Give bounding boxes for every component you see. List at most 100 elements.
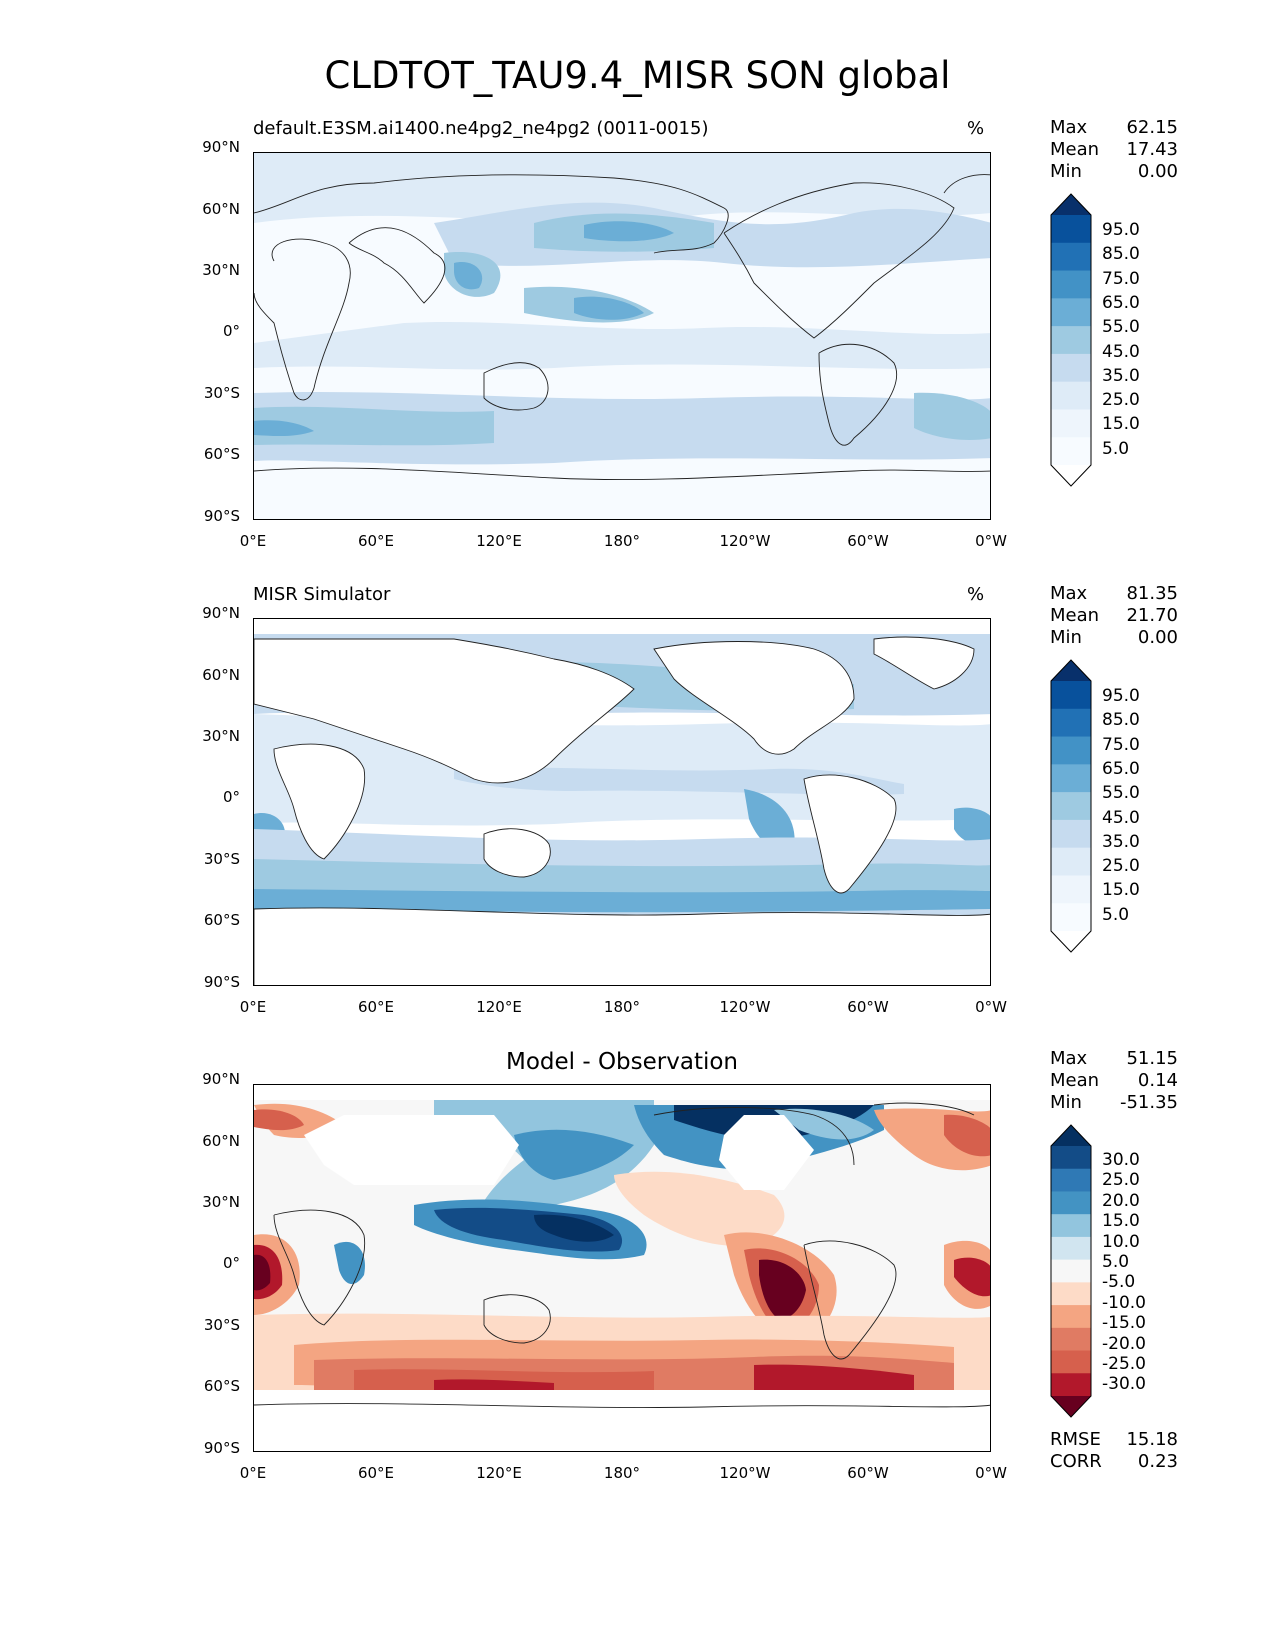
colorbar-outline [1050,659,1092,953]
colorbar-segment [1051,792,1091,821]
colorbar-extend-top [1051,660,1091,681]
colorbar-extend-bottom [1051,465,1091,486]
lon-tick-label: 0°E [239,532,267,550]
colorbar-segment [1051,708,1091,738]
colorbar-tick-label: 5.0 [1102,1252,1130,1272]
panel-left-title: MISR Simulator [253,584,391,605]
colorbar-segment [1051,298,1091,327]
colorbar-tick-label: 45.0 [1102,807,1140,828]
colorbar-tick-label: -30.0 [1102,1374,1146,1395]
lon-tick-label: 180° [603,998,641,1016]
stat-label: Mean [1050,1070,1100,1091]
colorbar-outline [1050,1124,1092,1418]
colorbar-tick-label: 10.0 [1102,1231,1140,1252]
lon-tick-label: 180° [603,1464,641,1482]
colorbar-tick-label: 75.0 [1102,268,1140,289]
colorbar-segment [1051,1214,1091,1238]
lon-tick-label: 60°E [357,532,395,550]
stat-value: 0.23 [1137,1451,1178,1472]
colorbar-segment [1051,1191,1091,1215]
colorbar-tick-label: -25.0 [1102,1354,1146,1374]
stat-value: 81.35 [1126,583,1178,604]
colorbar-tick-label: 35.0 [1102,831,1140,852]
colorbar-segment [1051,215,1091,244]
panel-center-title: Model - Observation [505,1049,739,1075]
colorbar-tick-label: 25.0 [1102,390,1140,411]
stat-label: Min [1050,161,1082,182]
lat-tick-label: 30°N [202,1193,240,1211]
lon-tick-label: 60°W [847,998,889,1016]
stats-box: Max 51.15 Mean 0.14 Min -51.35 [1050,1048,1178,1114]
colorbar-tick-label: 20.0 [1102,1190,1140,1211]
colorbar-segment [1051,270,1091,299]
colorbar-tick-label: 95.0 [1102,220,1140,240]
lat-tick-label: 60°S [203,1377,240,1395]
colorbar-segment [1051,1350,1091,1374]
colorbar-segment [1051,1168,1091,1192]
lat-tick-label: 90°N [202,604,240,622]
colorbar-segment [1051,1236,1091,1261]
colorbar-segment [1051,1305,1091,1329]
colorbar [1050,1124,1092,1418]
lon-tick-label: 60°W [847,1464,889,1482]
colorbar-tick-label: 85.0 [1102,244,1140,265]
stat-label: Max [1050,117,1088,138]
lat-tick-label: 30°N [202,727,240,745]
colorbar-tick-label: 15.0 [1102,1211,1140,1232]
colorbar-tick-label: -15.0 [1102,1313,1146,1334]
lat-tick-label: 30°S [203,384,240,402]
lat-tick-label: 60°N [202,1132,240,1150]
panel-units: % [967,584,985,605]
stat-label: Max [1050,583,1088,604]
stat-label: RMSE [1050,1429,1101,1450]
lat-tick-label: 90°S [203,1439,240,1457]
colorbar-tick-label: 55.0 [1102,783,1140,804]
colorbar-segment [1051,1146,1091,1170]
stat-value: 15.18 [1126,1429,1178,1450]
colorbar-segment [1051,1327,1091,1352]
stat-value: 17.43 [1126,139,1178,160]
colorbar-extend-top [1051,194,1091,215]
stat-value: 62.15 [1126,117,1178,138]
colorbar [1050,659,1092,953]
error-stats-box: RMSE 15.18 CORR 0.23 [1050,1429,1178,1473]
lon-tick-label: 60°E [357,998,395,1016]
lon-tick-label: 120°W [719,1464,771,1482]
colorbar-tick-label: 15.0 [1102,414,1140,435]
lon-tick-label: 60°E [357,1464,395,1482]
colorbar-tick-label: 15.0 [1102,880,1140,901]
colorbar-tick-label: -5.0 [1102,1272,1136,1293]
panel-left-title: default.E3SM.ai1400.ne4pg2_ne4pg2 (0011-… [253,118,709,139]
map-reference [253,618,991,986]
stats-box: Max 62.15 Mean 17.43 Min 0.00 [1050,117,1178,183]
lon-tick-label: 120°E [476,532,522,550]
colorbar-segment [1051,1282,1091,1306]
lon-tick-label: 120°W [719,532,771,550]
colorbar-segment [1051,326,1091,355]
lat-tick-label: 60°S [203,445,240,463]
lat-tick-label: 30°S [203,850,240,868]
lat-tick-label: 90°S [203,507,240,525]
stats-box: Max 81.35 Mean 21.70 Min 0.00 [1050,583,1178,649]
stat-label: Min [1050,1092,1082,1113]
colorbar-segment [1051,681,1091,710]
lat-tick-label: 90°N [202,1070,240,1088]
colorbar-segment [1051,847,1091,876]
lat-tick-label: 60°S [203,911,240,929]
lat-tick-label: 90°S [203,973,240,991]
colorbar-tick-label: 95.0 [1102,686,1140,706]
colorbar-segment [1051,903,1091,932]
colorbar-tick-label: 55.0 [1102,317,1140,338]
panel-units: % [967,118,985,139]
lat-tick-label: 0° [222,1254,240,1272]
colorbar-tick-label: 5.0 [1102,438,1130,459]
colorbar-segment [1051,409,1091,438]
colorbar-tick-label: 65.0 [1102,292,1140,313]
colorbar-segment [1051,764,1091,793]
colorbar-tick-label: 25.0 [1102,1170,1140,1191]
stat-label: Max [1050,1048,1088,1069]
lat-tick-label: 0° [222,788,240,806]
map-test [253,152,991,520]
colorbar-tick-label: 65.0 [1102,758,1140,779]
colorbar-tick-label: 45.0 [1102,341,1140,362]
